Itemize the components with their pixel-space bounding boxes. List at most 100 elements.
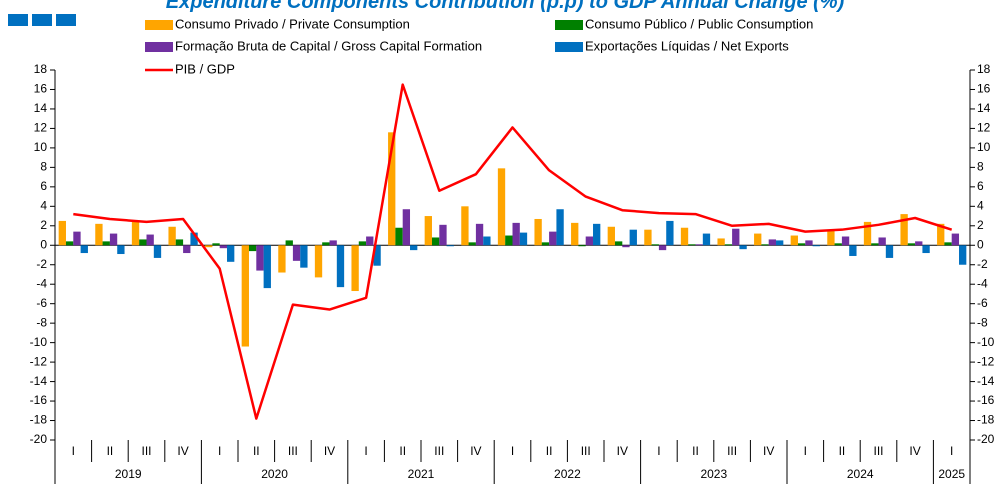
bar	[190, 232, 198, 246]
bar	[585, 236, 594, 246]
x-tick-label: III	[581, 444, 591, 458]
bar	[922, 245, 930, 254]
bar	[812, 245, 820, 247]
y2-tick-label: -14	[977, 374, 995, 388]
y-tick-label: 18	[34, 62, 48, 76]
x-tick-label: IV	[617, 444, 628, 458]
x-group-label: 2022	[554, 467, 581, 481]
bar	[841, 236, 850, 246]
x-group-label: 2023	[700, 467, 727, 481]
bar	[863, 221, 872, 246]
y2-tick-label: 2	[977, 218, 984, 232]
bar	[131, 221, 140, 246]
bar	[366, 236, 374, 246]
y2-tick-label: 10	[977, 140, 991, 154]
y-tick-label: -8	[36, 315, 47, 329]
bar	[593, 223, 601, 246]
y2-tick-label: 14	[977, 101, 991, 115]
bar	[102, 241, 110, 246]
legend-swatch	[555, 20, 583, 30]
bar	[322, 242, 330, 246]
x-tick-label: I	[804, 444, 807, 458]
bar	[395, 227, 403, 246]
bar	[607, 226, 615, 246]
bar	[768, 239, 777, 246]
bar	[410, 245, 418, 251]
bar	[431, 237, 440, 246]
y2-tick-label: -8	[977, 315, 988, 329]
y-tick-label: -2	[36, 257, 47, 271]
bar	[805, 240, 813, 246]
y-tick-label: 12	[34, 121, 48, 135]
x-tick-label: II	[692, 444, 699, 458]
y2-tick-label: 0	[977, 237, 984, 251]
x-tick-label: I	[950, 444, 953, 458]
y-tick-label: 0	[40, 237, 47, 251]
bar	[959, 245, 967, 265]
bar	[885, 245, 894, 258]
bar	[351, 245, 359, 292]
bar	[205, 245, 213, 248]
y-tick-label: -12	[30, 354, 48, 368]
legend-swatch	[145, 20, 173, 30]
x-group-label: 2019	[115, 467, 142, 481]
bar	[212, 243, 220, 246]
x-group-label: 2025	[938, 467, 965, 481]
y2-tick-label: 6	[977, 179, 984, 193]
x-tick-label: II	[399, 444, 406, 458]
y-tick-label: 2	[40, 218, 47, 232]
bar	[227, 245, 235, 262]
bar	[849, 245, 857, 256]
bar	[461, 206, 469, 246]
bar	[871, 243, 879, 246]
bar	[65, 241, 74, 246]
bar	[475, 223, 484, 246]
bar	[373, 245, 381, 266]
bar	[219, 245, 228, 249]
logo-block	[56, 14, 76, 26]
y-tick-label: -4	[36, 276, 47, 290]
y-tick-label: -16	[30, 393, 48, 407]
y2-tick-label: -2	[977, 257, 988, 271]
line	[73, 83, 953, 420]
x-tick-label: II	[253, 444, 260, 458]
y2-tick-label: 4	[977, 198, 984, 212]
bar	[439, 224, 447, 246]
bar	[724, 244, 733, 246]
bar	[424, 216, 432, 246]
bar	[732, 228, 740, 246]
y-tick-label: 4	[40, 198, 47, 212]
bar	[622, 245, 630, 248]
x-tick-label: IV	[324, 444, 335, 458]
logo-block	[8, 14, 28, 26]
bar	[336, 245, 345, 288]
bar	[900, 214, 908, 246]
bar	[468, 242, 476, 246]
bar	[263, 245, 271, 289]
chart-title: Expenditure Components Contribution (p.p…	[166, 0, 845, 13]
y2-tick-label: 16	[977, 82, 991, 96]
bar	[109, 233, 118, 246]
y-tick-label: -10	[30, 335, 48, 349]
bar	[790, 235, 798, 246]
bar	[878, 237, 886, 246]
y-tick-label: -6	[36, 296, 47, 310]
x-tick-label: IV	[470, 444, 481, 458]
bar	[329, 240, 337, 246]
bar	[95, 223, 103, 246]
y2-tick-label: -10	[977, 335, 995, 349]
bar	[80, 245, 88, 254]
x-tick-label: III	[288, 444, 298, 458]
x-tick-label: III	[873, 444, 883, 458]
bar	[797, 243, 806, 246]
bar	[666, 220, 674, 246]
y2-tick-label: -20	[977, 432, 995, 446]
bar	[292, 245, 301, 261]
bar	[907, 243, 916, 246]
bar	[680, 227, 689, 246]
bar	[256, 245, 264, 271]
bar	[388, 132, 396, 246]
x-tick-label: III	[141, 444, 151, 458]
y2-tick-label: -4	[977, 276, 988, 290]
